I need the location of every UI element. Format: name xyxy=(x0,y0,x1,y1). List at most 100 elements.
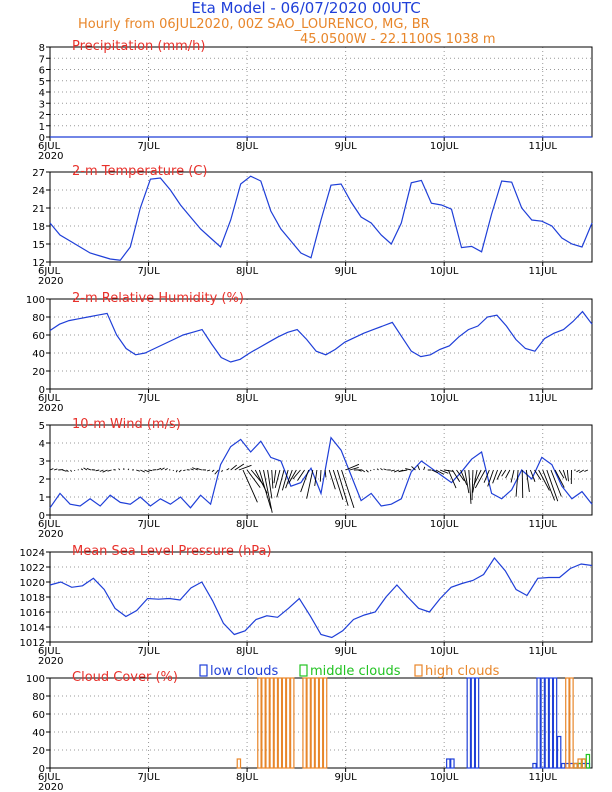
y-tick-label: 3 xyxy=(39,457,45,468)
x-tick-label: 8JUL xyxy=(236,646,259,657)
y-tick-label: 60 xyxy=(32,710,45,721)
wind-arrow xyxy=(474,469,486,489)
wind-arrow xyxy=(369,469,372,472)
y-tick-label: 80 xyxy=(32,313,45,324)
wind-arrow xyxy=(70,469,72,472)
wind-arrow xyxy=(230,464,237,471)
wind-arrow xyxy=(579,469,585,474)
cloud-bar xyxy=(446,758,451,769)
wind-arrow xyxy=(365,469,369,473)
wind-arrow xyxy=(456,469,465,482)
panel-frame xyxy=(49,171,593,263)
x-tick-label: 11JUL xyxy=(528,772,557,783)
x-tick-label: 10JUL xyxy=(430,266,459,277)
x-year-label: 2020 xyxy=(38,151,63,162)
wind-arrow xyxy=(95,469,100,472)
x-tick-label: 7JUL xyxy=(137,646,160,657)
cloud-bar xyxy=(552,677,558,769)
y-tick-label: 80 xyxy=(32,692,45,703)
panel-title: Cloud Cover (%) xyxy=(72,670,178,685)
wind-arrow xyxy=(190,468,194,471)
wind-arrow xyxy=(341,469,355,508)
cloud-bar xyxy=(548,677,554,769)
wind-arrow xyxy=(324,469,327,478)
wind-arrow xyxy=(473,469,482,486)
wind-arrow xyxy=(393,469,400,473)
y-tick-label: 5 xyxy=(39,421,45,432)
cloud-bar xyxy=(450,758,455,769)
cloud-bar xyxy=(236,758,242,769)
panel-title: 2-m Relative Humidity (%) xyxy=(72,291,244,306)
x-tick-label: 8JUL xyxy=(236,141,259,152)
wind-arrow xyxy=(345,463,360,471)
cloud-bar xyxy=(273,677,279,769)
wind-arrow xyxy=(376,468,379,471)
wind-arrow xyxy=(160,467,165,471)
x-tick-label: 8JUL xyxy=(236,772,259,783)
panel-title: Mean Sea Level Pressure (hPa) xyxy=(72,544,272,559)
legend-label: high clouds xyxy=(425,664,500,679)
wind-arrow xyxy=(192,467,198,471)
wind-arrow xyxy=(505,469,511,479)
wind-arrow xyxy=(542,469,556,501)
wind-arrow xyxy=(452,469,461,482)
y-tick-label: 1018 xyxy=(20,593,45,604)
wind-arrow xyxy=(258,469,272,509)
wind-arrow xyxy=(460,469,468,486)
cloud-bar xyxy=(585,753,591,769)
x-tick-label: 10JUL xyxy=(430,393,459,404)
x-tick-label: 10JUL xyxy=(430,519,459,530)
wind-arrow xyxy=(546,469,559,502)
wind-arrow xyxy=(468,469,472,504)
wind-arrow xyxy=(242,469,258,503)
y-tick-label: 21 xyxy=(32,204,45,215)
x-tick-label: 9JUL xyxy=(335,646,358,657)
wind-arrow xyxy=(226,468,230,471)
wind-arrow xyxy=(584,469,589,472)
x-tick-label: 7JUL xyxy=(137,393,160,404)
location-info: 45.0500W - 22.1100S 1038 m xyxy=(300,32,496,47)
wind-arrow xyxy=(156,467,162,471)
wind-arrow xyxy=(515,469,519,497)
y-tick-label: 2 xyxy=(39,111,45,122)
cloud-bar xyxy=(470,677,476,769)
legend-swatch xyxy=(199,664,208,677)
wind-arrow xyxy=(107,469,112,472)
wind-arrow xyxy=(127,468,130,471)
y-tick-label: 5 xyxy=(39,77,45,88)
wind-arrow xyxy=(196,467,203,471)
wind-arrow xyxy=(464,469,470,494)
cloud-bar xyxy=(466,677,472,769)
y-tick-label: 8 xyxy=(39,43,45,54)
x-tick-label: 10JUL xyxy=(430,772,459,783)
cloud-bar xyxy=(310,677,316,769)
cloud-bar xyxy=(302,677,307,769)
wind-arrow xyxy=(285,469,293,489)
wind-arrow xyxy=(288,469,297,484)
wind-arrow xyxy=(423,466,426,471)
wind-arrow xyxy=(211,469,215,473)
y-tick-label: 0 xyxy=(39,511,45,522)
y-tick-label: 27 xyxy=(32,168,45,179)
cloud-bar xyxy=(318,677,324,769)
panel-frame xyxy=(49,677,593,769)
cloud-bar xyxy=(314,677,320,769)
series-line xyxy=(49,310,593,363)
wind-arrow xyxy=(276,469,285,498)
series-line xyxy=(49,557,593,639)
y-tick-label: 100 xyxy=(26,674,45,685)
x-year-label: 2020 xyxy=(38,782,63,792)
cloud-bar xyxy=(532,762,537,769)
wind-arrow xyxy=(405,468,412,471)
wind-arrow xyxy=(435,469,445,475)
wind-arrow xyxy=(144,469,150,473)
x-tick-label: 6JUL xyxy=(38,266,61,277)
wind-arrow xyxy=(102,469,108,473)
y-tick-label: 1020 xyxy=(20,578,45,589)
x-tick-label: 10JUL xyxy=(430,646,459,657)
y-tick-label: 24 xyxy=(32,186,45,197)
wind-arrow xyxy=(300,469,310,493)
x-tick-label: 7JUL xyxy=(137,266,160,277)
wind-arrow xyxy=(246,469,261,488)
